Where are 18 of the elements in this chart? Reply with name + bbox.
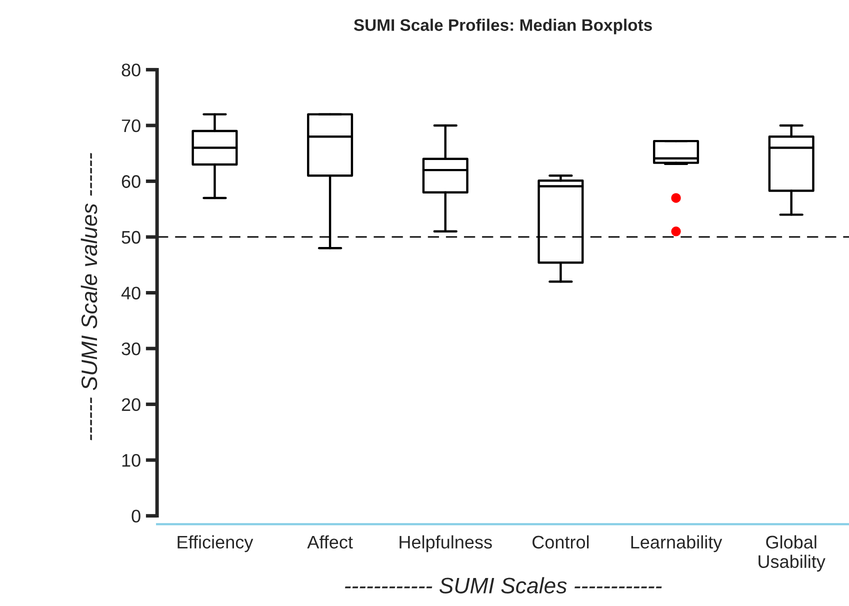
x-axis-title: ------------ SUMI Scales ------------ <box>344 577 662 594</box>
x-tick-label: Learnability <box>631 535 722 552</box>
x-tick-label: Affect <box>307 535 353 549</box>
x-tick-label: Control <box>532 535 589 549</box>
y-tick-label: 50 <box>122 230 140 244</box>
y-tick-label: 80 <box>122 64 140 76</box>
x-tick-label: Efficiency <box>178 535 254 552</box>
y-tick-label: 0 <box>132 510 140 523</box>
x-tick-label: Global Usability <box>758 535 826 572</box>
chart-title: SUMI Scale Profiles: Median Boxplots <box>354 18 652 34</box>
y-tick-label: 60 <box>122 175 140 188</box>
y-tick-label: 40 <box>121 286 140 300</box>
y-tick-label: 70 <box>122 119 140 132</box>
y-tick-label: 10 <box>122 454 140 467</box>
y-axis-title: ------ SUMI Scale values ------ <box>80 152 98 440</box>
x-tick-label: Helpfulness <box>400 535 492 552</box>
y-tick-label: 30 <box>122 342 140 356</box>
y-tick-label: 20 <box>122 398 140 412</box>
